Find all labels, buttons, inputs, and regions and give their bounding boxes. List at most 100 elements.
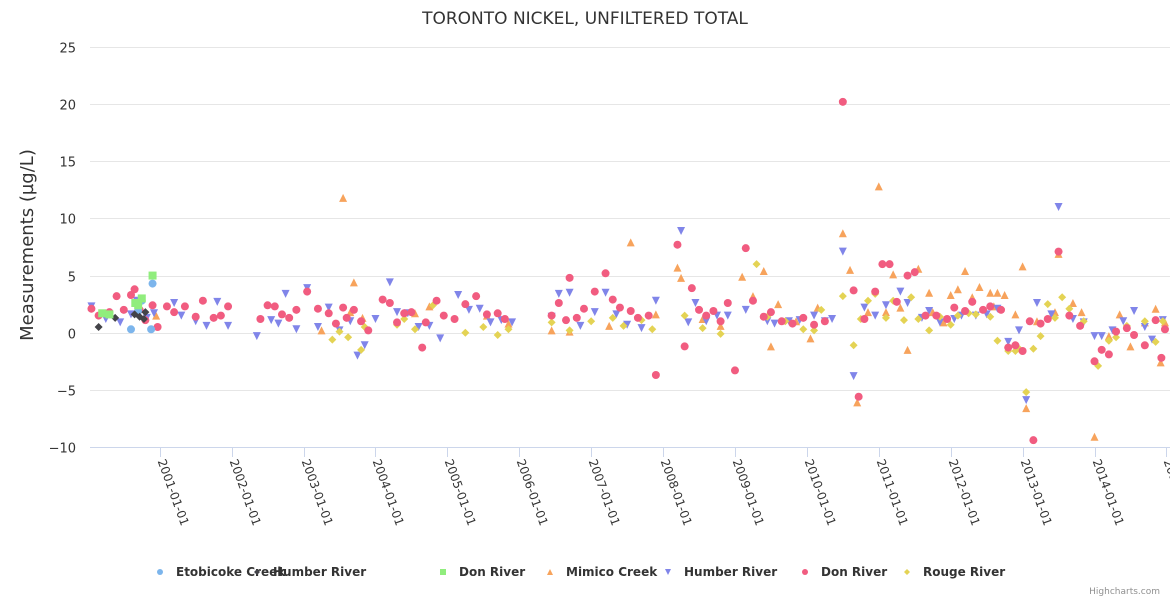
data-point[interactable] — [1022, 388, 1031, 397]
data-point[interactable] — [961, 267, 970, 275]
data-point[interactable] — [482, 310, 491, 319]
data-point[interactable] — [547, 318, 556, 327]
data-point[interactable] — [860, 303, 869, 312]
data-point[interactable] — [137, 294, 146, 303]
data-point[interactable] — [1140, 323, 1149, 331]
data-point[interactable] — [504, 319, 513, 328]
data-point[interactable] — [1158, 317, 1167, 326]
data-point[interactable] — [1160, 325, 1169, 334]
data-point[interactable] — [252, 332, 261, 341]
data-point[interactable] — [748, 296, 757, 305]
data-point[interactable] — [637, 324, 646, 333]
data-point[interactable] — [691, 299, 700, 307]
data-point[interactable] — [1097, 345, 1106, 354]
data-point[interactable] — [576, 321, 585, 330]
data-point[interactable] — [716, 321, 725, 330]
data-point[interactable] — [590, 287, 599, 296]
data-point[interactable] — [766, 342, 775, 351]
data-point[interactable] — [148, 279, 157, 288]
data-point[interactable] — [626, 307, 635, 315]
data-point[interactable] — [1148, 335, 1157, 344]
data-point[interactable] — [216, 311, 225, 320]
credits-link[interactable]: Highcharts.com — [1089, 587, 1160, 597]
data-point[interactable] — [1015, 326, 1024, 335]
data-point[interactable] — [986, 302, 995, 311]
data-point[interactable] — [126, 325, 135, 334]
data-point[interactable] — [1011, 341, 1020, 350]
data-point[interactable] — [986, 312, 995, 321]
data-point[interactable] — [385, 299, 394, 307]
data-point[interactable] — [766, 308, 775, 317]
data-point[interactable] — [1047, 310, 1056, 319]
data-point[interactable] — [256, 315, 265, 323]
data-point[interactable] — [224, 321, 233, 330]
data-point[interactable] — [846, 265, 855, 274]
data-point[interactable] — [738, 272, 747, 281]
data-point[interactable] — [644, 311, 653, 320]
data-point[interactable] — [1122, 324, 1131, 333]
data-point[interactable] — [554, 299, 563, 307]
data-point[interactable] — [885, 260, 894, 269]
data-point[interactable] — [608, 313, 617, 322]
data-point[interactable] — [849, 372, 858, 381]
data-point[interactable] — [849, 341, 858, 350]
data-point[interactable] — [572, 313, 581, 322]
data-point[interactable] — [799, 325, 808, 334]
data-point[interactable] — [344, 333, 353, 342]
data-point[interactable] — [116, 318, 125, 327]
data-point[interactable] — [723, 299, 732, 307]
data-point[interactable] — [400, 309, 409, 318]
data-point[interactable] — [432, 296, 441, 305]
data-point[interactable] — [349, 278, 358, 287]
data-point[interactable] — [896, 287, 905, 296]
data-point[interactable] — [112, 292, 121, 301]
data-point[interactable] — [450, 315, 459, 323]
data-point[interactable] — [716, 329, 725, 338]
data-point[interactable] — [612, 310, 621, 319]
data-point[interactable] — [601, 269, 610, 278]
data-point[interactable] — [810, 311, 819, 320]
data-point[interactable] — [148, 271, 157, 280]
data-point[interactable] — [774, 300, 783, 309]
legend-item[interactable]: Rouge River — [904, 565, 1005, 579]
data-point[interactable] — [1050, 313, 1059, 322]
data-point[interactable] — [651, 296, 660, 305]
data-point[interactable] — [1054, 247, 1063, 256]
data-point[interactable] — [881, 301, 890, 310]
data-point[interactable] — [454, 291, 463, 299]
data-point[interactable] — [324, 309, 333, 318]
data-point[interactable] — [986, 288, 995, 297]
data-point[interactable] — [1104, 332, 1113, 341]
data-point[interactable] — [479, 323, 488, 331]
data-point[interactable] — [799, 313, 808, 322]
data-point[interactable] — [752, 260, 761, 269]
data-point[interactable] — [98, 309, 107, 318]
data-point[interactable] — [806, 334, 815, 343]
data-point[interactable] — [436, 334, 445, 343]
data-point[interactable] — [651, 310, 660, 319]
data-point[interactable] — [324, 303, 333, 312]
data-point[interactable] — [899, 316, 908, 325]
data-point[interactable] — [464, 305, 473, 314]
data-point[interactable] — [547, 326, 556, 335]
data-point[interactable] — [1036, 332, 1045, 341]
data-point[interactable] — [1151, 337, 1160, 346]
data-point[interactable] — [953, 285, 962, 294]
data-point[interactable] — [202, 321, 211, 330]
data-point[interactable] — [1022, 404, 1031, 413]
data-point[interactable] — [1004, 343, 1013, 352]
data-point[interactable] — [339, 303, 348, 312]
data-point[interactable] — [680, 342, 689, 351]
data-point[interactable] — [741, 244, 750, 253]
data-point[interactable] — [853, 398, 862, 407]
data-point[interactable] — [191, 312, 200, 321]
data-point[interactable] — [871, 287, 880, 296]
data-point[interactable] — [357, 317, 366, 326]
data-point[interactable] — [615, 303, 624, 312]
data-point[interactable] — [590, 308, 599, 317]
data-point[interactable] — [1115, 310, 1124, 319]
data-point[interactable] — [993, 336, 1002, 345]
data-point[interactable] — [461, 300, 470, 309]
data-point[interactable] — [335, 327, 344, 336]
legend-item[interactable]: Don River — [802, 565, 887, 579]
